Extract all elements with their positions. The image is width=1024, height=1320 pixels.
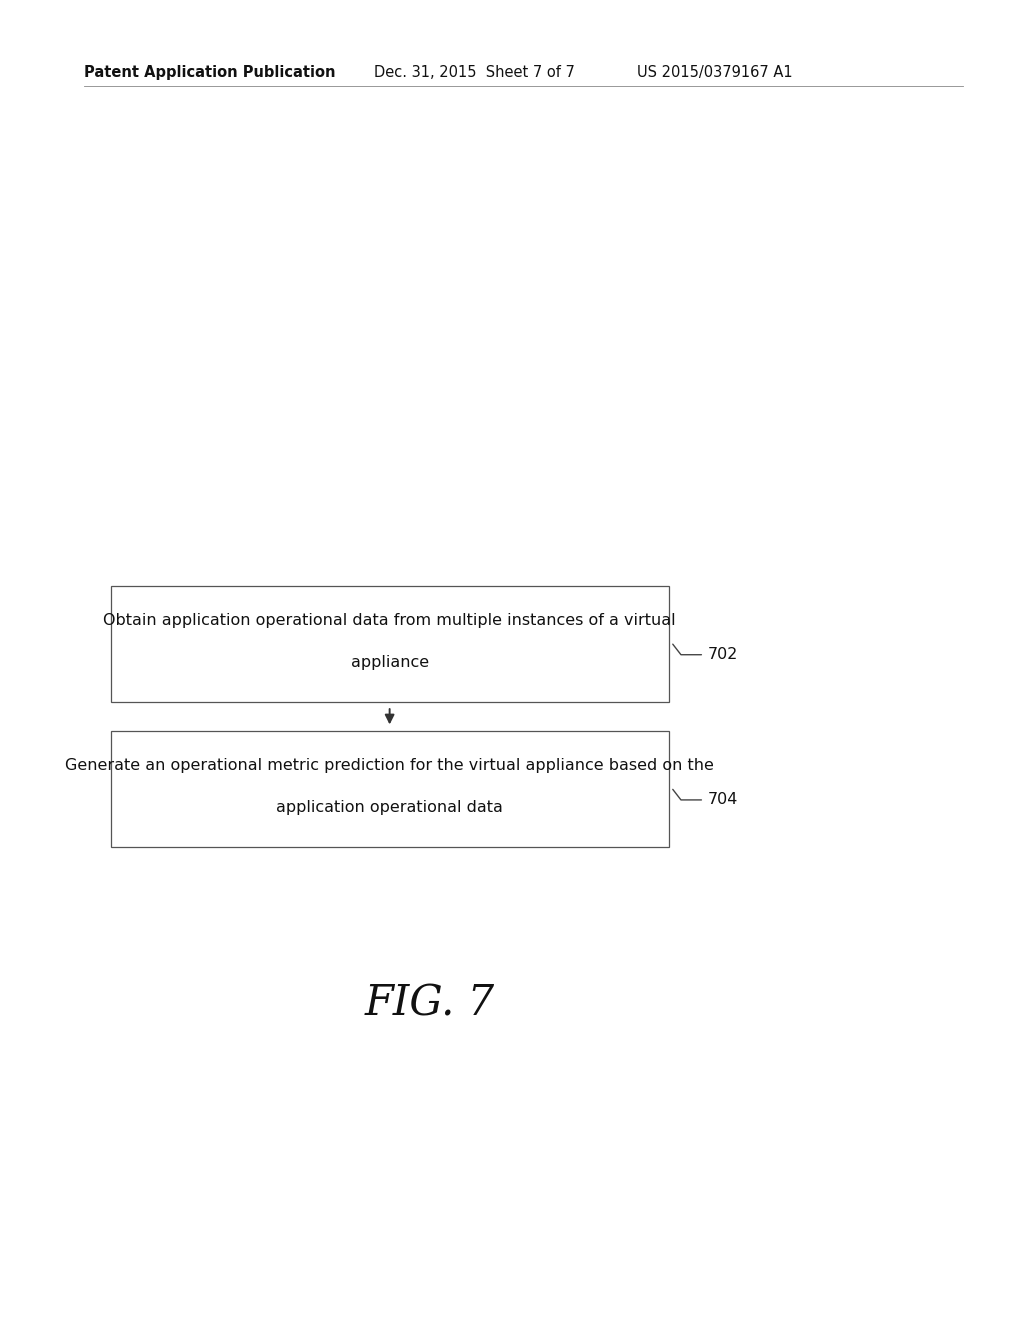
- Text: Patent Application Publication: Patent Application Publication: [84, 65, 336, 79]
- Text: FIG. 7: FIG. 7: [365, 982, 496, 1024]
- Text: Dec. 31, 2015  Sheet 7 of 7: Dec. 31, 2015 Sheet 7 of 7: [374, 65, 574, 79]
- Text: appliance: appliance: [350, 655, 429, 671]
- Text: US 2015/0379167 A1: US 2015/0379167 A1: [637, 65, 793, 79]
- Text: Obtain application operational data from multiple instances of a virtual: Obtain application operational data from…: [103, 612, 676, 628]
- Text: 702: 702: [708, 647, 738, 663]
- Text: application operational data: application operational data: [276, 800, 503, 816]
- Text: 704: 704: [708, 792, 738, 808]
- Bar: [111, 731, 669, 847]
- Bar: [111, 586, 669, 702]
- Text: Generate an operational metric prediction for the virtual appliance based on the: Generate an operational metric predictio…: [66, 758, 714, 774]
